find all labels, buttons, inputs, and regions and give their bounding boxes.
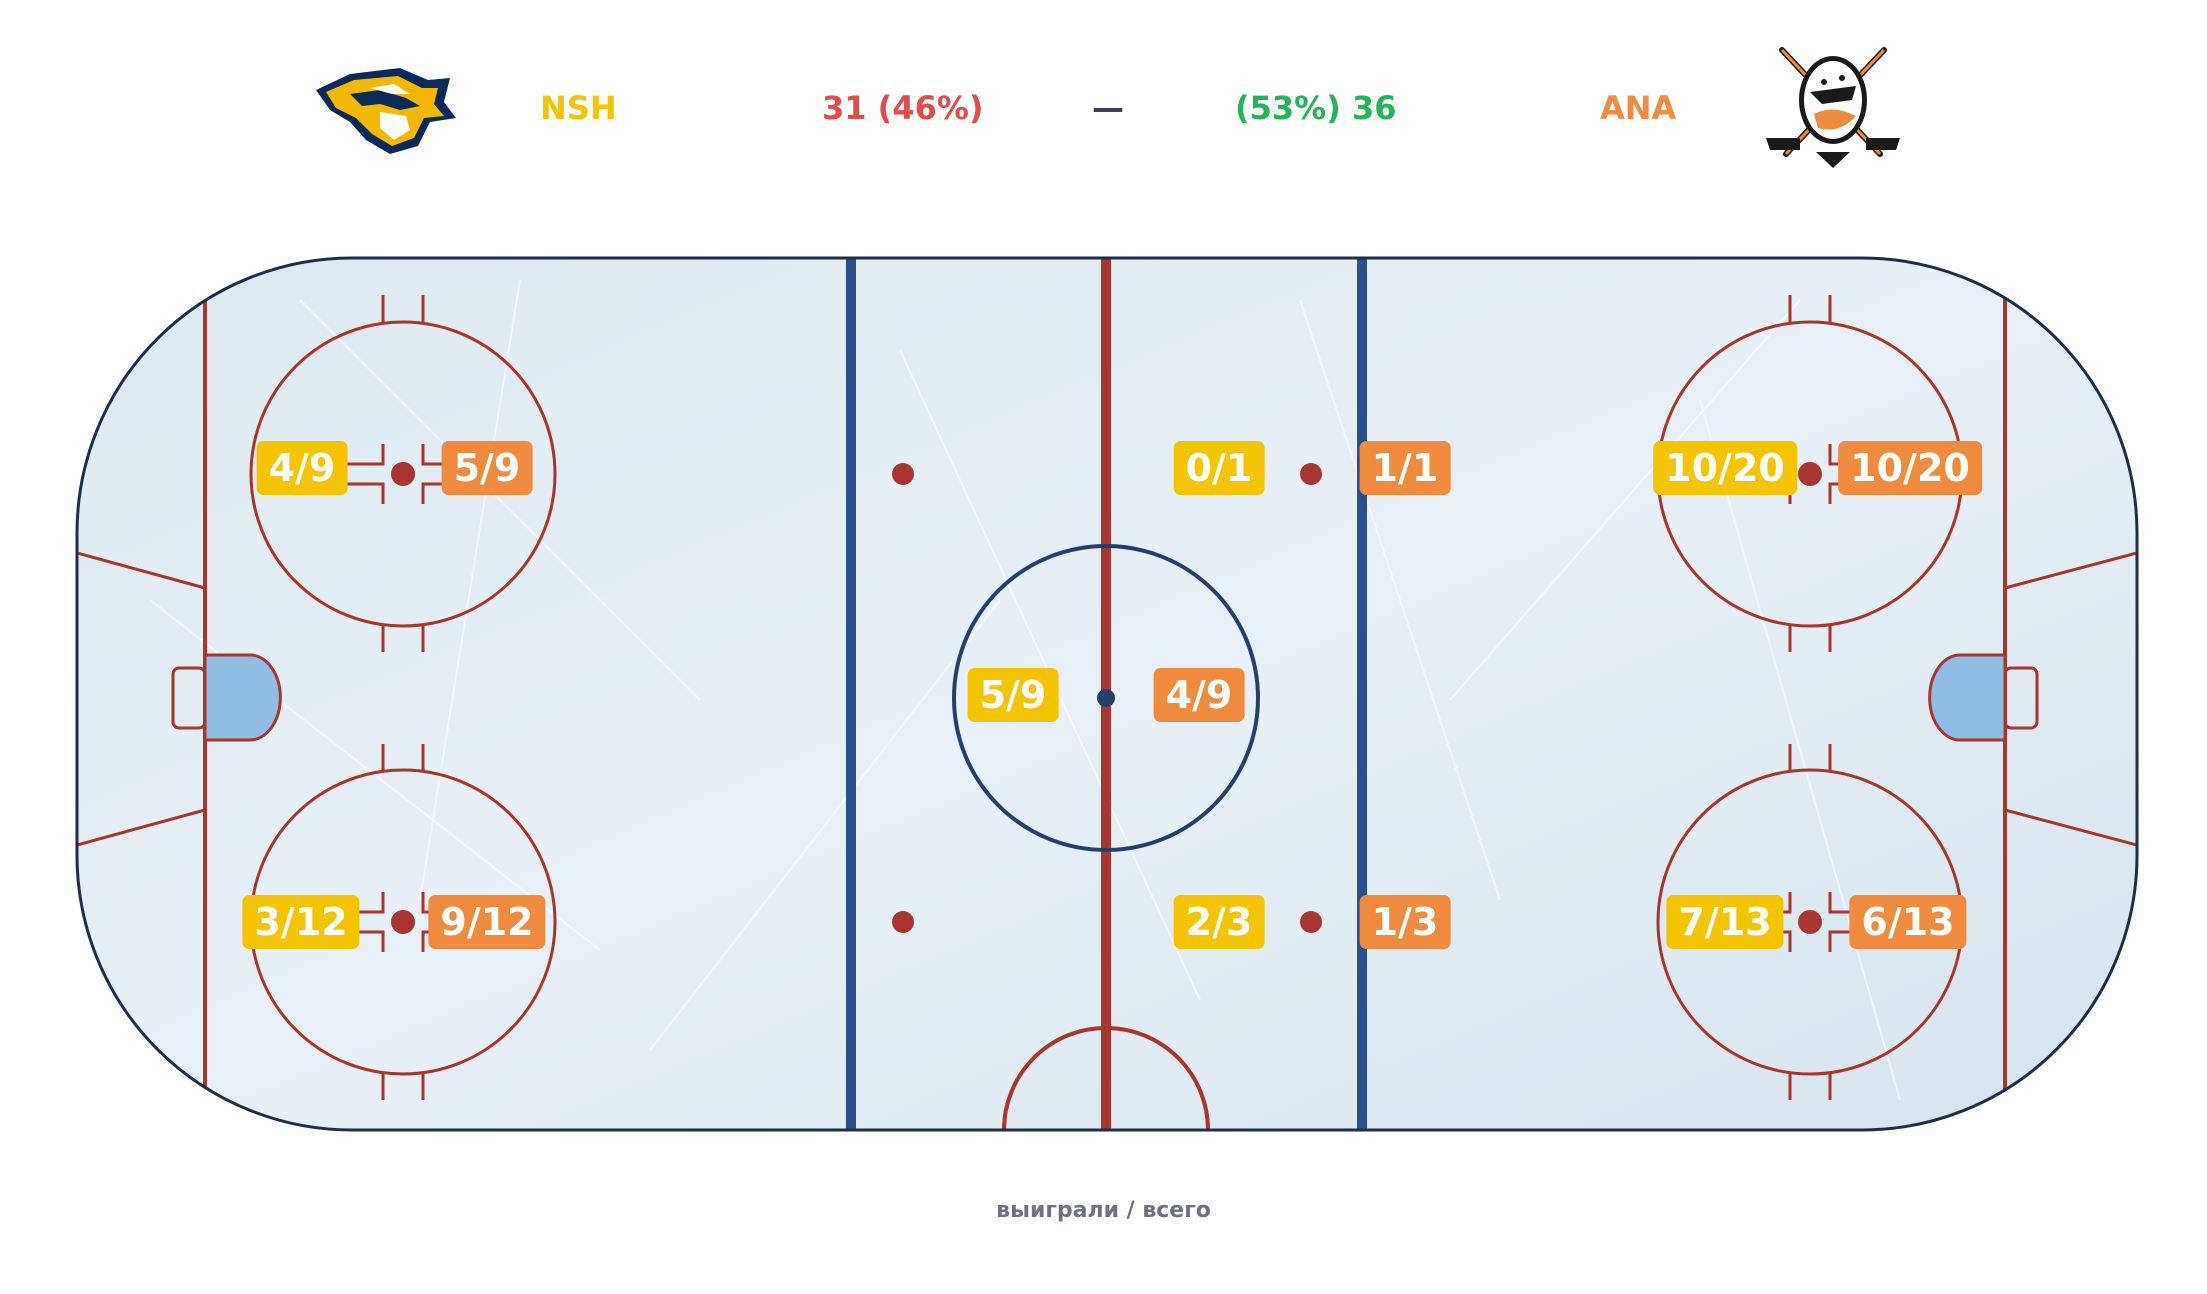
rink-boards	[75, 256, 2139, 1132]
away-faceoff-badge: 4/9	[1153, 668, 1245, 722]
center-faceoff-dot	[1097, 689, 1115, 707]
center-circle	[952, 544, 1260, 852]
away-faceoff-badge: 1/1	[1359, 441, 1451, 495]
home-team-abbr: NSH	[540, 89, 617, 127]
faceoff-dot	[1300, 463, 1322, 485]
away-team-abbr: ANA	[1600, 89, 1677, 127]
away-faceoff-badge: 1/3	[1359, 895, 1451, 949]
right-blue-line	[1357, 258, 1367, 1130]
away-team-score: (53%) 36	[1235, 89, 1397, 127]
home-faceoff-badge: 4/9	[256, 441, 348, 495]
faceoff-dot	[391, 910, 415, 934]
right-goal-net	[2003, 666, 2039, 730]
faceoff-dot	[1300, 911, 1322, 933]
away-faceoff-badge: 10/20	[1838, 441, 1982, 495]
referee-crease	[1002, 1026, 1210, 1130]
left-goal-net	[171, 666, 207, 730]
left-top-faceoff-circle	[249, 320, 557, 628]
home-faceoff-badge: 7/13	[1666, 895, 1784, 949]
faceoff-dot	[1798, 462, 1822, 486]
home-faceoff-badge: 10/20	[1653, 441, 1797, 495]
faceoff-dot	[892, 463, 914, 485]
faceoff-dot	[892, 911, 914, 933]
away-faceoff-badge: 9/12	[428, 895, 546, 949]
left-goal-crease	[203, 653, 282, 742]
right-goal-crease	[1928, 653, 2007, 742]
faceoff-dot	[1798, 910, 1822, 934]
home-faceoff-badge: 2/3	[1173, 895, 1265, 949]
home-team-score: 31 (46%)	[822, 89, 984, 127]
legend-caption: выиграли / всего	[996, 1198, 1211, 1223]
nashville-predators-logo	[316, 68, 456, 154]
home-faceoff-badge: 0/1	[1173, 441, 1265, 495]
score-separator: —	[1092, 89, 1124, 127]
home-faceoff-badge: 3/12	[242, 895, 360, 949]
away-faceoff-badge: 6/13	[1849, 895, 1967, 949]
away-faceoff-badge: 5/9	[441, 441, 533, 495]
faceoff-dot	[391, 462, 415, 486]
left-blue-line	[846, 258, 856, 1130]
anaheim-ducks-logo	[1766, 47, 1900, 168]
home-faceoff-badge: 5/9	[967, 668, 1059, 722]
